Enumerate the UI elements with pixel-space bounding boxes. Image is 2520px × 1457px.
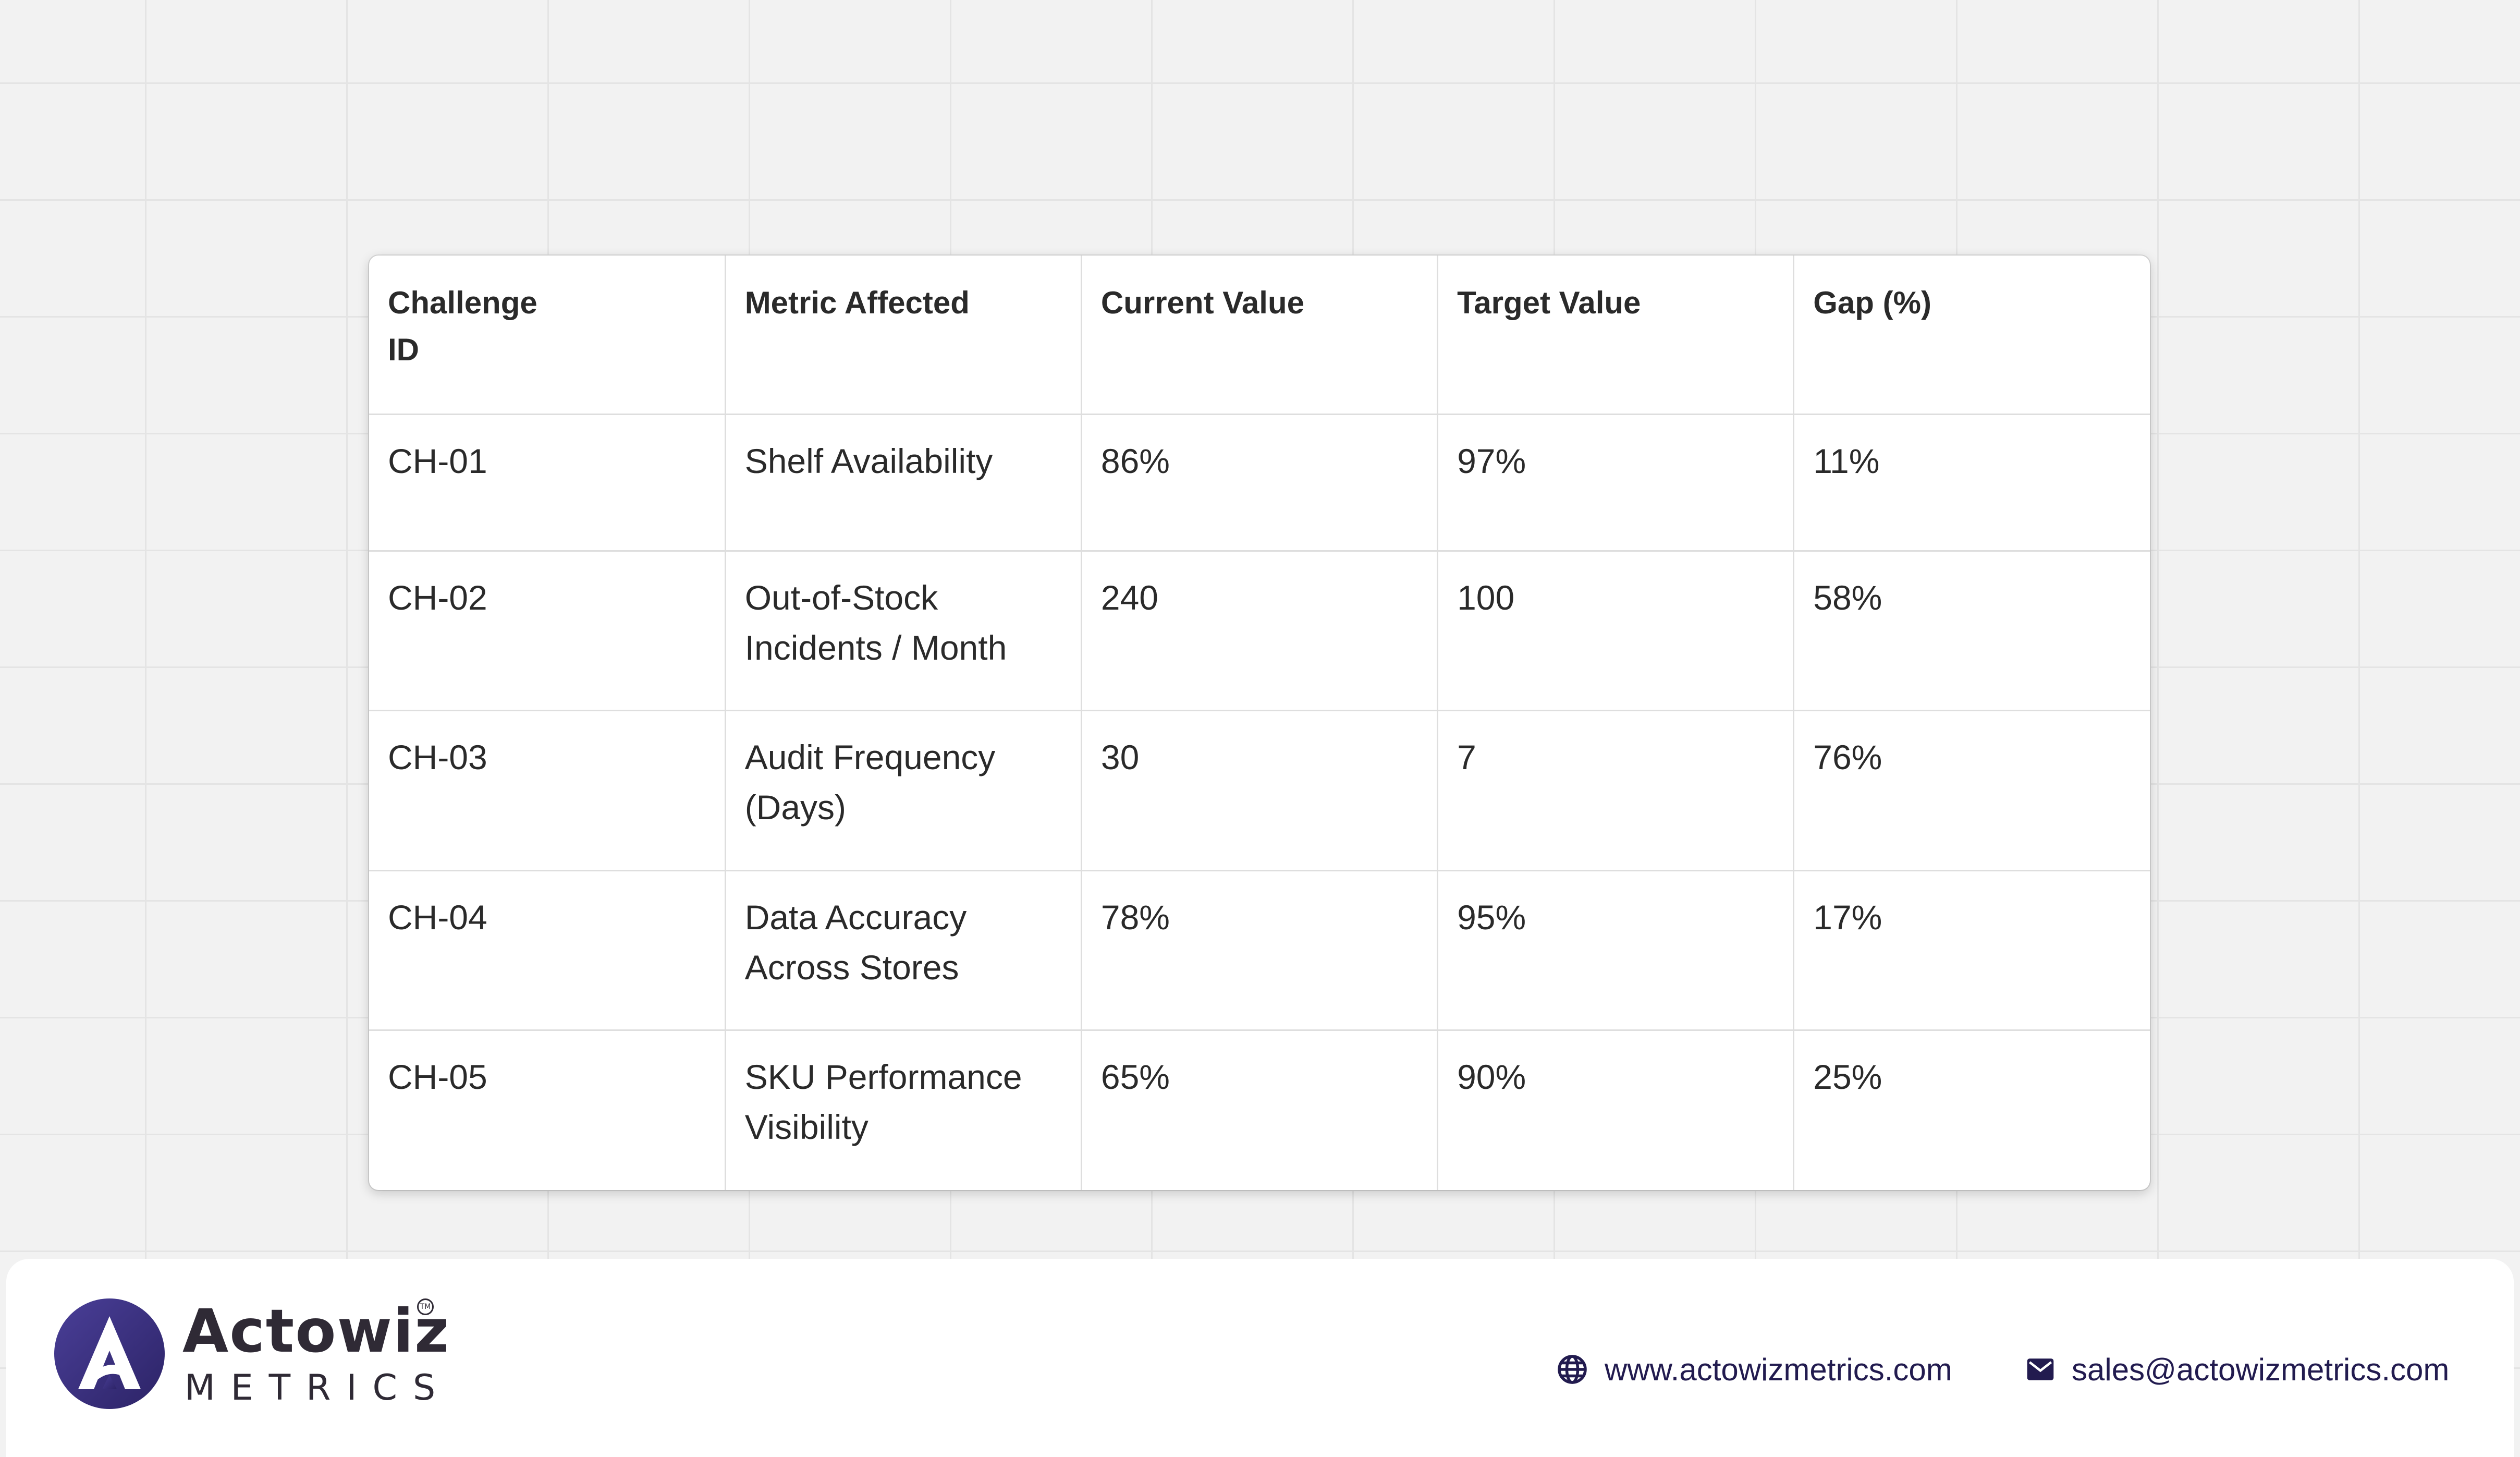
cell-current-value: 30 xyxy=(1081,710,1439,871)
cell-challenge-id: CH-04 xyxy=(369,870,726,1031)
cell-challenge-id: CH-02 xyxy=(369,551,726,712)
globe-icon xyxy=(1558,1355,1587,1384)
header-current-value: Current Value xyxy=(1081,256,1439,415)
cell-gap: 17% xyxy=(1793,870,2150,1031)
cell-current-value: 78% xyxy=(1081,870,1439,1031)
header-metric-affected: Metric Affected xyxy=(725,256,1082,415)
table-row: CH-05 SKU Performance Visibility 65% 90%… xyxy=(369,1030,2150,1190)
cell-target-value: 97% xyxy=(1437,414,1795,552)
cell-metric: SKU Performance Visibility xyxy=(725,1030,1082,1190)
website-link[interactable]: www.actowizmetrics.com xyxy=(1557,1349,1952,1390)
cell-challenge-id: CH-01 xyxy=(369,414,726,552)
brand-logo[interactable]: Actowiz METRICS TM xyxy=(52,1296,459,1422)
header-gap: Gap (%) xyxy=(1793,256,2150,415)
brand-subtitle: METRICS xyxy=(185,1367,451,1409)
table-header-row: Challenge ID Metric Affected Current Val… xyxy=(369,256,2150,415)
cell-metric: Data Accuracy Across Stores xyxy=(725,870,1082,1031)
footer-bar: Actowiz METRICS TM www.actowizmetrics.co… xyxy=(6,1259,2514,1457)
trademark-mark: TM xyxy=(417,1298,434,1315)
table-row: CH-04 Data Accuracy Across Stores 78% 95… xyxy=(369,870,2150,1031)
cell-current-value: 240 xyxy=(1081,551,1439,712)
cell-gap: 58% xyxy=(1793,551,2150,712)
table-row: CH-01 Shelf Availability 86% 97% 11% xyxy=(369,414,2150,552)
table-row: CH-02 Out-of-Stock Incidents / Month 240… xyxy=(369,551,2150,712)
cell-metric: Shelf Availability xyxy=(725,414,1082,552)
cell-target-value: 90% xyxy=(1437,1030,1795,1190)
mail-icon xyxy=(2027,1358,2054,1380)
brand-name: Actowiz xyxy=(182,1296,450,1366)
cell-current-value: 86% xyxy=(1081,414,1439,552)
challenges-table: Challenge ID Metric Affected Current Val… xyxy=(369,256,2150,1190)
table-row: CH-03 Audit Frequency (Days) 30 7 76% xyxy=(369,710,2150,871)
website-text: www.actowizmetrics.com xyxy=(1605,1352,1952,1387)
email-link[interactable]: sales@actowizmetrics.com xyxy=(2026,1349,2449,1390)
actowiz-logo-icon xyxy=(54,1298,165,1409)
cell-current-value: 65% xyxy=(1081,1030,1439,1190)
header-challenge-id: Challenge ID xyxy=(369,256,726,415)
cell-gap: 76% xyxy=(1793,710,2150,871)
cell-target-value: 95% xyxy=(1437,870,1795,1031)
cell-target-value: 100 xyxy=(1437,551,1795,712)
cell-challenge-id: CH-05 xyxy=(369,1030,726,1190)
cell-metric: Audit Frequency (Days) xyxy=(725,710,1082,871)
cell-gap: 25% xyxy=(1813,1058,1882,1097)
data-table-card: Challenge ID Metric Affected Current Val… xyxy=(369,256,2150,1190)
cell-target-value: 7 xyxy=(1437,710,1795,871)
cell-metric: Out-of-Stock Incidents / Month xyxy=(725,551,1082,712)
cell-gap: 11% xyxy=(1793,414,2150,552)
email-text: sales@actowizmetrics.com xyxy=(2072,1352,2450,1387)
cell-challenge-id: CH-03 xyxy=(369,710,726,871)
header-target-value: Target Value xyxy=(1437,256,1795,415)
